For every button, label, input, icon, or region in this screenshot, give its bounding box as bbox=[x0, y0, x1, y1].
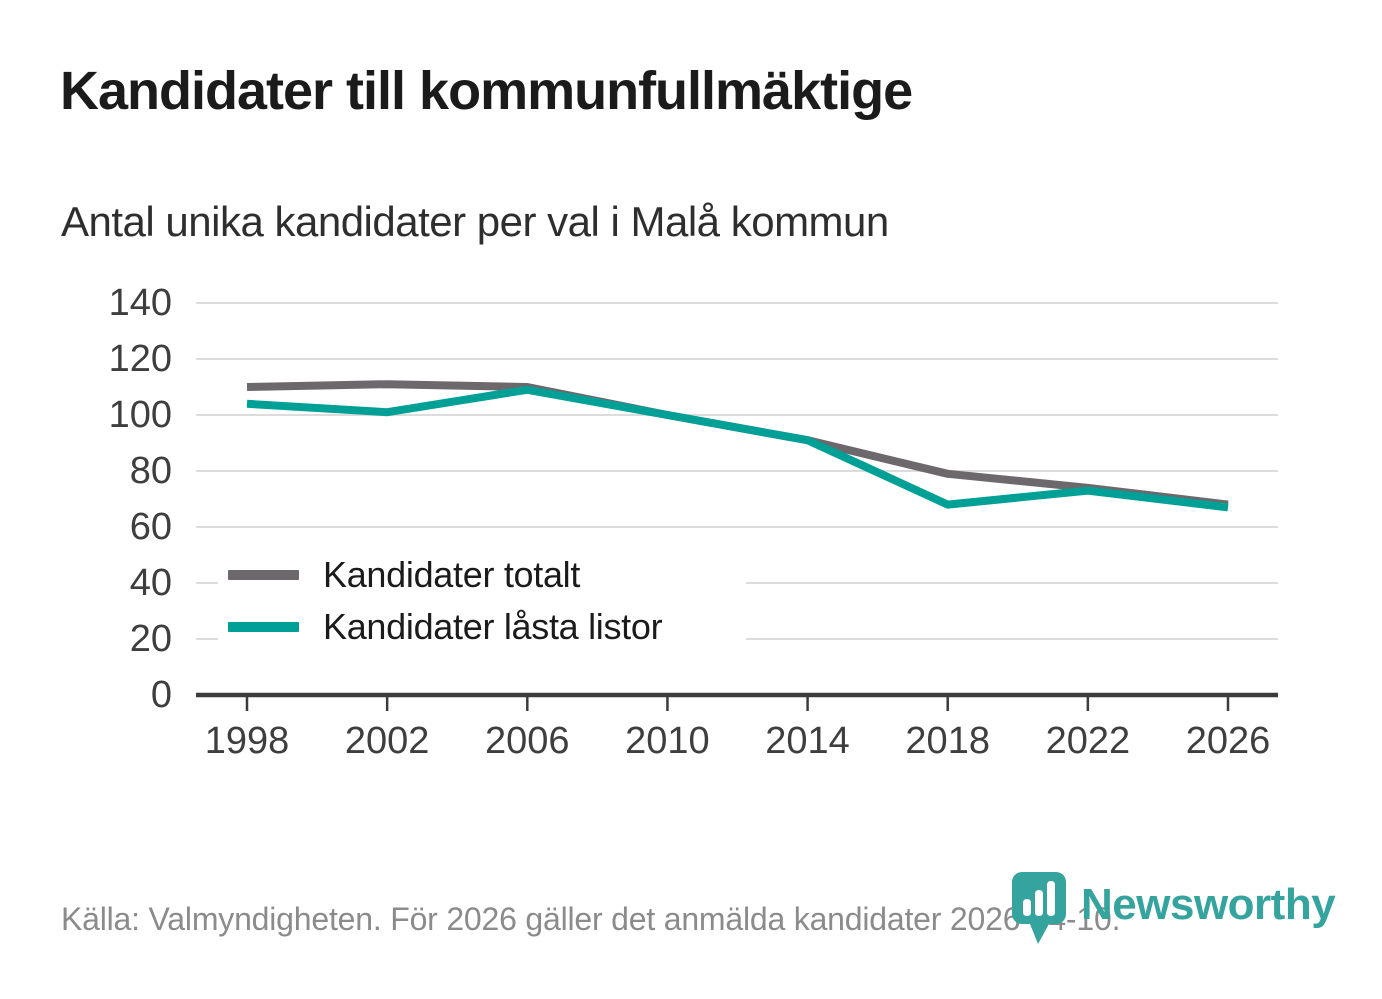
y-axis-tick-label: 80 bbox=[129, 450, 172, 492]
y-axis-tick-label: 100 bbox=[108, 394, 172, 436]
legend-label-total: Kandidater totalt bbox=[323, 554, 581, 595]
legend-swatch-locked-lists bbox=[228, 622, 299, 632]
x-axis-tick-label: 1998 bbox=[204, 720, 290, 762]
y-axis-tick-label: 40 bbox=[129, 562, 172, 604]
newsworthy-wordmark: Newsworthy bbox=[1081, 880, 1336, 929]
y-axis-tick-label: 120 bbox=[108, 338, 172, 380]
chart-legend: Kandidater totalt Kandidater låsta listo… bbox=[218, 548, 746, 658]
source-note: Källa: Valmyndigheten. För 2026 gäller d… bbox=[61, 901, 1121, 937]
legend-label-locked-lists: Kandidater låsta listor bbox=[323, 606, 663, 647]
x-axis-tick-label: 2010 bbox=[625, 720, 710, 762]
x-axis-tick-label: 2022 bbox=[1045, 720, 1131, 762]
x-axis-tick-label: 2006 bbox=[485, 720, 570, 762]
y-axis-tick-label: 0 bbox=[150, 674, 172, 716]
newsworthy-logo: Newsworthy bbox=[1012, 872, 1336, 946]
newsworthy-pin-icon bbox=[1012, 872, 1066, 944]
y-axis-tick-label: 140 bbox=[108, 282, 172, 324]
series-line-locked-lists bbox=[246, 385, 1229, 512]
legend-item-locked-lists: Kandidater låsta listor bbox=[228, 602, 746, 652]
y-axis-tick-label: 60 bbox=[129, 506, 172, 548]
chart-subtitle: Antal unika kandidater per val i Malå ko… bbox=[61, 198, 889, 245]
legend-swatch-total bbox=[228, 570, 299, 580]
x-axis-tick-label: 2014 bbox=[765, 720, 850, 762]
x-axis-tick-label: 2018 bbox=[905, 720, 990, 762]
series-line-total bbox=[246, 380, 1229, 509]
page-title: Kandidater till kommunfullmäktige bbox=[60, 61, 913, 121]
x-axis-tick-label: 2026 bbox=[1185, 720, 1271, 762]
legend-item-total: Kandidater totalt bbox=[228, 550, 746, 600]
x-axis-tick-label: 2002 bbox=[344, 720, 430, 762]
y-axis-tick-label: 20 bbox=[129, 618, 172, 660]
